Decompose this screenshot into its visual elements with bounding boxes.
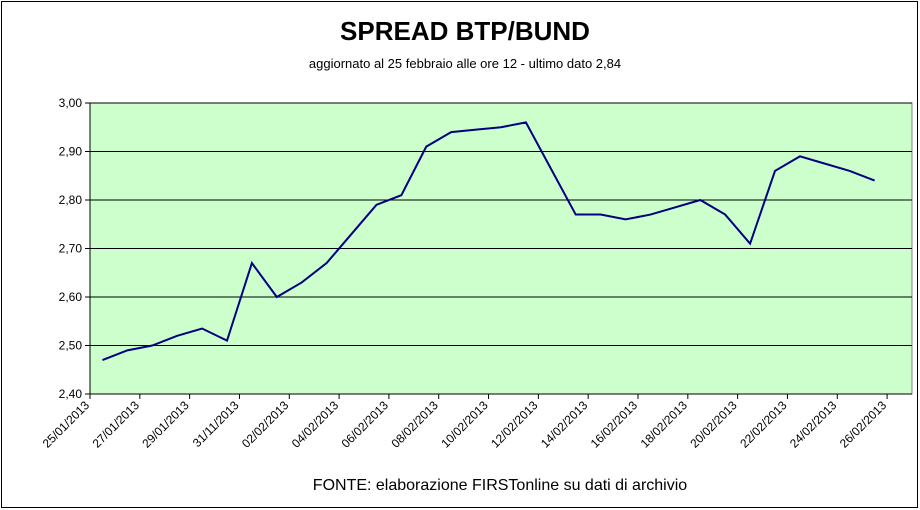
y-tick-label: 2,60	[59, 290, 83, 304]
y-tick-label: 2,50	[59, 339, 83, 353]
chart-title: SPREAD BTP/BUND	[340, 16, 590, 46]
chart-subtitle: aggiornato al 25 febbraio alle ore 12 - …	[309, 56, 621, 71]
y-tick-label: 3,00	[59, 96, 83, 110]
y-tick-label: 2,40	[59, 387, 83, 401]
y-tick-label: 2,90	[59, 145, 83, 159]
y-tick-label: 2,80	[59, 193, 83, 207]
source-note: FONTE: elaborazione FIRSTonline su dati …	[313, 477, 687, 494]
series-line	[102, 121, 875, 361]
y-tick-label: 2,70	[59, 242, 83, 256]
